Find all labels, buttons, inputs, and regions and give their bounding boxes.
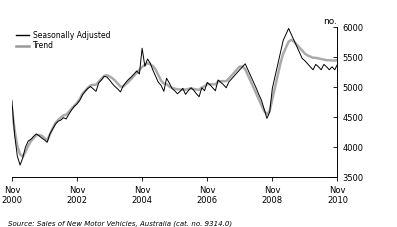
Text: no.: no. [324, 17, 337, 26]
Legend: Seasonally Adjusted, Trend: Seasonally Adjusted, Trend [16, 31, 111, 50]
Text: Source: Sales of New Motor Vehicles, Australia (cat. no. 9314.0): Source: Sales of New Motor Vehicles, Aus… [8, 220, 232, 227]
